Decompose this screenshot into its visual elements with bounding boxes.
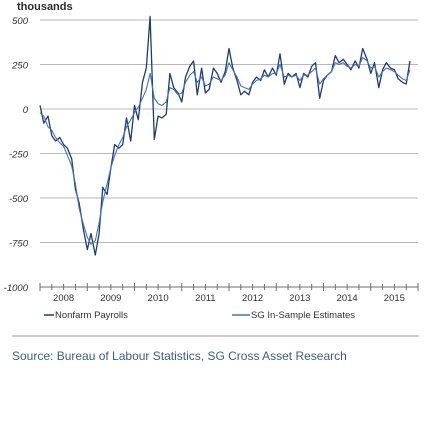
series-line-sg-estimates bbox=[39, 56, 411, 245]
source-note: Source: Bureau of Labour Statistics, SG … bbox=[12, 349, 347, 363]
y-tick-label: -250 bbox=[9, 150, 29, 161]
x-tick-label: 2011 bbox=[195, 293, 215, 304]
x-tick-label: 2009 bbox=[100, 293, 121, 304]
y-tick-label: -750 bbox=[9, 239, 29, 250]
y-tick-label: 250 bbox=[11, 61, 29, 72]
y-tick-labels: 500 250 0 -250 -500 -750 -1000 bbox=[4, 16, 29, 294]
y-tick-label: 0 bbox=[23, 105, 29, 116]
legend-label: Nonfarm Payrolls bbox=[55, 310, 128, 321]
gridlines bbox=[40, 19, 418, 243]
y-tick-label: -500 bbox=[9, 194, 29, 205]
x-tick-label: 2013 bbox=[289, 293, 310, 304]
y-unit-label: thousands bbox=[17, 1, 73, 13]
legend: Nonfarm Payrolls SG In-Sample Estimates bbox=[44, 310, 355, 321]
legend-label: SG In-Sample Estimates bbox=[251, 310, 355, 321]
series-line-nonfarm-payrolls bbox=[39, 15, 411, 256]
y-tick-label: 500 bbox=[12, 16, 29, 27]
x-tick-label: 2012 bbox=[242, 293, 263, 304]
x-tick-label: 2015 bbox=[384, 293, 405, 304]
x-tick-labels: 2008 2009 2010 2011 2012 2013 2014 2015 bbox=[53, 293, 405, 304]
series-lines bbox=[39, 15, 411, 256]
x-axis bbox=[39, 283, 419, 291]
y-tick-label: -1000 bbox=[4, 283, 29, 294]
x-tick-label: 2008 bbox=[53, 293, 74, 304]
x-tick-label: 2010 bbox=[148, 293, 169, 304]
x-tick-label: 2014 bbox=[337, 293, 358, 304]
